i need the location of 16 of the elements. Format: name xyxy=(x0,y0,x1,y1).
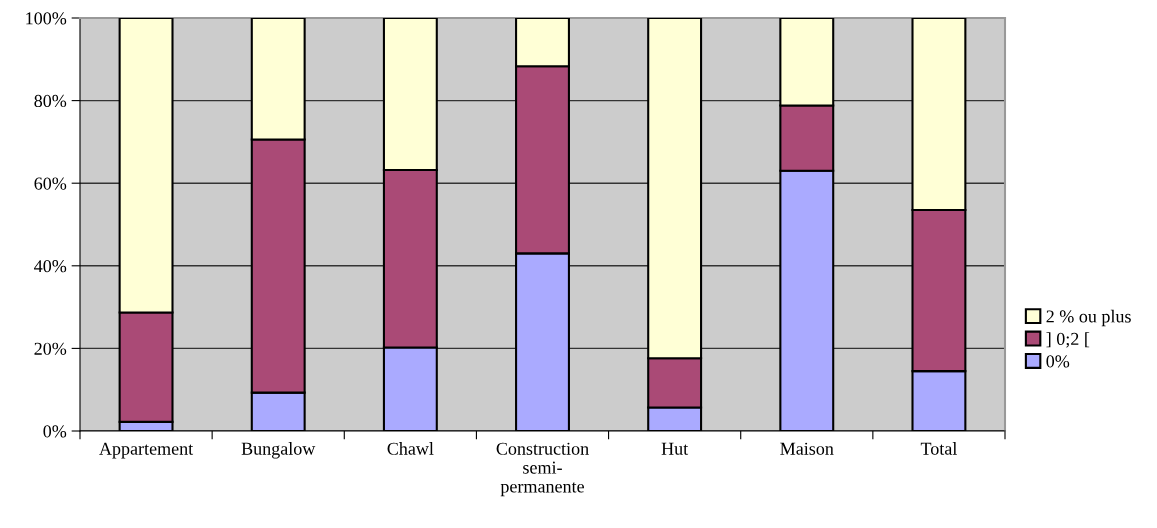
x-tick-label: Construction semi- permanente xyxy=(496,442,589,497)
x-tick-label: Chawl xyxy=(387,442,434,455)
legend-label: 2 % ou plus xyxy=(1046,309,1131,327)
y-tick-label: 40% xyxy=(34,260,67,273)
x-tick-label: Total xyxy=(920,442,957,455)
x-tick-label: Bungalow xyxy=(241,442,316,459)
legend-label: 0% xyxy=(1046,355,1070,368)
x-tick-label: Appartement xyxy=(99,442,194,459)
x-tick-label: Maison xyxy=(780,442,834,455)
legend-label: ] 0;2 [ xyxy=(1046,332,1090,348)
x-tick-label: Hut xyxy=(661,442,689,455)
y-tick-label: 80% xyxy=(34,94,67,108)
y-tick-label: 60% xyxy=(34,177,67,190)
y-tick-label: 100% xyxy=(26,12,67,25)
y-tick-label: 0% xyxy=(43,425,67,438)
y-tick-label: 20% xyxy=(34,342,67,355)
